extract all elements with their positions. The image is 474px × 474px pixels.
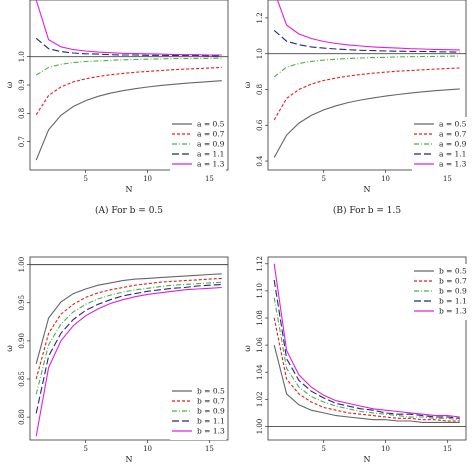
legend-entry: b = 1.1 <box>197 417 225 426</box>
x-tick-label: 5 <box>321 445 325 453</box>
y-tick-label: 1.2 <box>256 12 264 23</box>
y-tick-label: 1.06 <box>256 337 264 353</box>
x-axis-label: N <box>126 185 133 194</box>
legend-entry: b = 0.9 <box>439 287 467 296</box>
legend-entry: b = 1.1 <box>439 297 467 306</box>
y-tick-label: 0.95 <box>18 295 26 311</box>
x-tick-label: 5 <box>83 445 87 453</box>
series-line-4 <box>35 37 222 57</box>
y-axis-label: ω <box>5 345 14 352</box>
plot-frame <box>267 0 467 171</box>
series-group <box>273 263 460 423</box>
x-tick-label: 10 <box>143 445 152 453</box>
y-tick-label: 0.8 <box>256 84 264 95</box>
y-tick-label: 0.80 <box>18 409 26 425</box>
series-line-1 <box>273 88 460 158</box>
series-line-2 <box>35 66 222 115</box>
y-axis-label: ω <box>5 81 14 88</box>
x-tick-label: 15 <box>443 175 452 183</box>
legend-entry: a = 0.9 <box>439 140 467 149</box>
x-tick-label: 10 <box>143 175 152 183</box>
y-tick-label: 0.9 <box>18 79 26 90</box>
legend: b = 0.5b = 0.7b = 0.9b = 1.1b = 1.3 <box>170 384 226 440</box>
y-tick-label: 0.7 <box>18 136 26 147</box>
series-line-5 <box>276 0 460 51</box>
legend-entry: a = 1.3 <box>439 160 467 169</box>
legend-entry: b = 0.9 <box>197 407 225 416</box>
series-line-4 <box>273 29 460 53</box>
series-line-3 <box>35 281 222 395</box>
y-tick-label: 1.00 <box>256 419 264 435</box>
legend-entry: a = 1.1 <box>197 150 224 159</box>
series-line-4 <box>273 279 460 419</box>
series-line-4 <box>35 283 222 414</box>
legend-entry: b = 0.7 <box>439 277 467 286</box>
series-group <box>273 0 460 158</box>
x-tick-label: 15 <box>443 445 452 453</box>
legend-entry: b = 1.3 <box>439 307 467 316</box>
series-line-3 <box>35 57 222 76</box>
x-tick-label: 15 <box>205 175 214 183</box>
series-line-2 <box>273 317 460 422</box>
series-group <box>35 273 222 437</box>
legend-entry: a = 1.1 <box>439 150 466 159</box>
plot-frame <box>29 256 229 441</box>
series-line-1 <box>35 273 222 364</box>
legend-entry: a = 0.7 <box>439 130 467 139</box>
x-axis-label: N <box>126 455 133 464</box>
y-tick-label: 1.02 <box>256 392 264 408</box>
legend-entry: a = 0.5 <box>197 120 225 129</box>
panel-D: 5 10 15 1.00 1.02 1.04 1.06 1.08 1.10 1.12 Nω b = 0… <box>243 256 468 464</box>
x-tick-label: 10 <box>381 175 390 183</box>
panel-caption: (B) For b = 1.5 <box>333 205 401 216</box>
series-line-5 <box>35 0 222 56</box>
x-tick-label: 15 <box>205 445 214 453</box>
series-line-2 <box>273 67 460 121</box>
legend-entry: a = 1.3 <box>197 160 225 169</box>
legend-entry: b = 0.5 <box>439 267 467 276</box>
series-line-1 <box>35 80 222 161</box>
y-tick-label: 0.6 <box>256 119 264 131</box>
x-tick-label: 5 <box>321 175 325 183</box>
y-tick-label: 1.0 <box>256 48 264 59</box>
plot-frame <box>267 256 467 441</box>
series-group <box>35 0 222 161</box>
series-line-3 <box>273 297 460 421</box>
y-tick-label: 0.4 <box>256 155 264 167</box>
y-tick-label: 0.8 <box>18 108 26 119</box>
x-axis-label: N <box>364 455 371 464</box>
y-tick-label: 1.12 <box>256 256 264 272</box>
series-line-3 <box>273 55 460 78</box>
legend-entry: b = 0.7 <box>197 397 225 406</box>
legend-entry: a = 0.9 <box>197 140 225 149</box>
y-tick-label: 1.08 <box>256 310 264 326</box>
x-tick-label: 10 <box>381 445 390 453</box>
legend: a = 0.5a = 0.7a = 0.9a = 1.1a = 1.3 <box>170 117 226 173</box>
y-tick-label: 0.90 <box>18 333 26 349</box>
legend-entry: a = 0.7 <box>197 130 225 139</box>
y-tick-label: 0.85 <box>18 371 26 387</box>
x-tick-label: 5 <box>83 175 87 183</box>
y-axis-label: ω <box>243 81 252 88</box>
series-line-5 <box>273 263 460 418</box>
y-tick-label: 1.00 <box>18 257 26 273</box>
series-line-2 <box>35 277 222 380</box>
legend-entry: b = 1.3 <box>197 427 225 436</box>
y-tick-label: 1.10 <box>256 283 264 299</box>
legend: a = 0.5a = 0.7a = 0.9a = 1.1a = 1.3 <box>412 117 468 173</box>
series-line-1 <box>273 344 460 423</box>
legend: b = 0.5b = 0.7b = 0.9b = 1.1b = 1.3 <box>412 264 468 320</box>
legend-entry: b = 0.5 <box>197 387 225 396</box>
y-tick-label: 1.0 <box>18 51 26 62</box>
panel-caption: (A) For b = 0.5 <box>95 205 163 216</box>
x-axis-label: N <box>364 185 371 194</box>
series-line-5 <box>35 286 222 437</box>
legend-entry: a = 0.5 <box>439 120 467 129</box>
panel-A: 5 10 15 0.7 0.8 0.9 1.0 Nω a = 0.5a = 0.7a = 0.9… <box>5 0 229 216</box>
y-axis-label: ω <box>243 345 252 352</box>
y-tick-label: 1.04 <box>256 364 264 380</box>
